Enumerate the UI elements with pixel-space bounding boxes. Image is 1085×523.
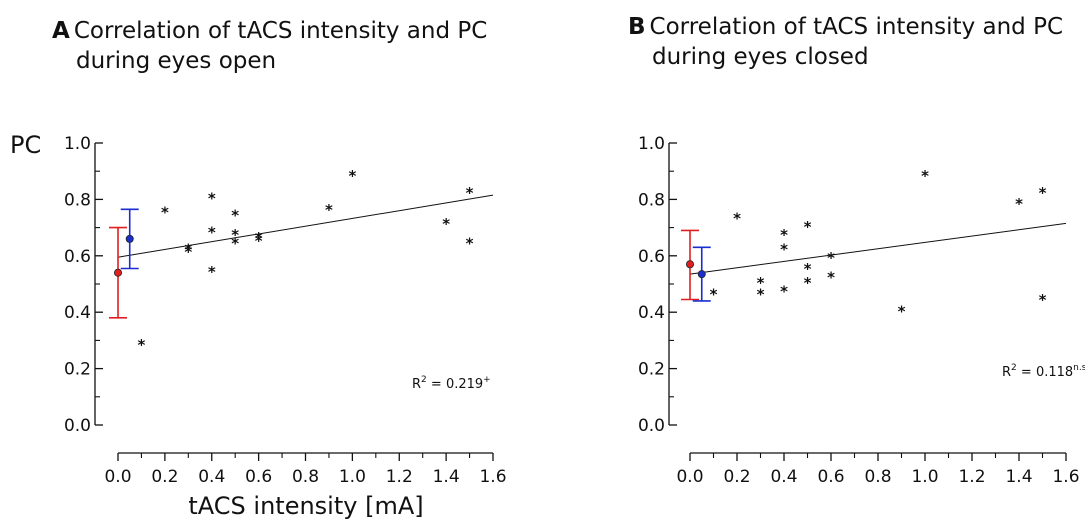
- y-tick-label: 0.6: [638, 247, 665, 267]
- data-point: *: [466, 184, 474, 202]
- y-tick-label: 0.2: [638, 360, 665, 380]
- x-tick-label: 0.4: [770, 467, 797, 487]
- data-point: *: [757, 274, 765, 292]
- data-point: *: [898, 302, 906, 320]
- data-point: *: [231, 226, 239, 244]
- x-tick-label: 0.6: [245, 467, 272, 487]
- x-tick-label: 0.8: [864, 467, 891, 487]
- x-tick-label: 1.0: [911, 467, 938, 487]
- panel-a-title: A Correlation of tACS intensity and PC du…: [52, 16, 487, 76]
- x-tick-label: 0.2: [723, 467, 750, 487]
- panel-b-letter: B: [628, 14, 646, 40]
- data-point: *: [348, 167, 356, 185]
- x-tick-label: 1.4: [1005, 467, 1032, 487]
- data-point: *: [1015, 195, 1023, 213]
- y-axis-label: PC: [10, 131, 41, 159]
- data-point: *: [231, 235, 239, 253]
- panel-b-title-line1: Correlation of tACS intensity and PC: [649, 14, 1064, 40]
- panel-b-title: B Correlation of tACS intensity and PC du…: [628, 12, 1063, 72]
- data-point: *: [780, 283, 788, 301]
- x-tick-label: 1.2: [958, 467, 985, 487]
- r-squared-annotation: R2 = 0.118n.s.: [1002, 363, 1085, 380]
- data-point: *: [255, 232, 263, 250]
- chart-panel-a: 0.0 0.2 0.4 0.6 0.8 1.0 0.0 0.2 0.4 0.6 0.8 1.0 1.2 1…: [10, 131, 507, 520]
- data-point: *: [161, 204, 169, 222]
- data-point: *: [442, 215, 450, 233]
- data-point: *: [804, 274, 812, 292]
- data-point: *: [184, 240, 192, 258]
- x-tick-label: 1.2: [386, 467, 413, 487]
- panel-a-letter: A: [52, 18, 70, 44]
- x-tick-label: 0.4: [198, 467, 225, 487]
- data-point: *: [138, 336, 146, 354]
- y-tick-label: 0.6: [64, 247, 91, 267]
- y-tick-label: 0.0: [64, 416, 91, 436]
- data-point: *: [208, 263, 216, 281]
- panel-a-title-line2: during eyes open: [76, 48, 277, 74]
- data-point: *: [921, 167, 929, 185]
- chart-panel-b: 0.0 0.2 0.4 0.6 0.8 1.0 0.0 0.2 0.4 0.6 0.8 1.0 1.2 1…: [638, 134, 1085, 487]
- x-tick-label: 0.0: [676, 467, 703, 487]
- data-point: *: [804, 260, 812, 278]
- x-tick-label: 1.6: [479, 467, 506, 487]
- data-point: *: [208, 223, 216, 241]
- r-squared-annotation: R2 = 0.219+: [412, 375, 491, 392]
- x-tick-label: 0.2: [151, 467, 178, 487]
- data-point: *: [733, 209, 741, 227]
- y-tick-label: 0.2: [64, 360, 91, 380]
- data-point: *: [231, 207, 239, 225]
- y-tick-label: 1.0: [64, 134, 91, 154]
- y-tick-label: 0.8: [638, 190, 665, 210]
- regression-line: [117, 194, 494, 258]
- x-tick-label: 0.6: [817, 467, 844, 487]
- data-point: *: [466, 235, 474, 253]
- data-point: *: [710, 285, 718, 303]
- x-tick-label: 0.0: [104, 467, 131, 487]
- x-tick-label: 1.4: [433, 467, 460, 487]
- data-point: *: [780, 240, 788, 258]
- data-point: *: [1039, 291, 1047, 309]
- data-point: *: [804, 218, 812, 236]
- mean-marker: [697, 270, 706, 279]
- x-tick-label: 1.6: [1052, 467, 1079, 487]
- y-tick-label: 0.8: [64, 190, 91, 210]
- mean-marker: [114, 268, 123, 277]
- data-point: *: [208, 190, 216, 208]
- y-tick-label: 1.0: [638, 134, 665, 154]
- y-tick-label: 0.4: [638, 303, 665, 323]
- data-point: *: [325, 201, 333, 219]
- x-tick-label: 1.0: [339, 467, 366, 487]
- y-tick-label: 0.0: [638, 416, 665, 436]
- panel-a-title-line1: Correlation of tACS intensity and PC: [73, 18, 488, 44]
- mean-marker: [125, 234, 134, 243]
- y-tick-label: 0.4: [64, 303, 91, 323]
- panel-b-title-line2: during eyes closed: [652, 44, 869, 70]
- x-axis-label: tACS intensity [mA]: [188, 492, 423, 520]
- mean-marker: [686, 260, 695, 269]
- data-point: *: [1039, 184, 1047, 202]
- regression-line: [689, 222, 1067, 275]
- data-point: *: [780, 226, 788, 244]
- data-point: *: [827, 269, 835, 287]
- data-point: *: [757, 285, 765, 303]
- x-tick-label: 0.8: [292, 467, 319, 487]
- data-point: *: [255, 229, 263, 247]
- data-point: *: [827, 249, 835, 267]
- data-point: *: [184, 243, 192, 261]
